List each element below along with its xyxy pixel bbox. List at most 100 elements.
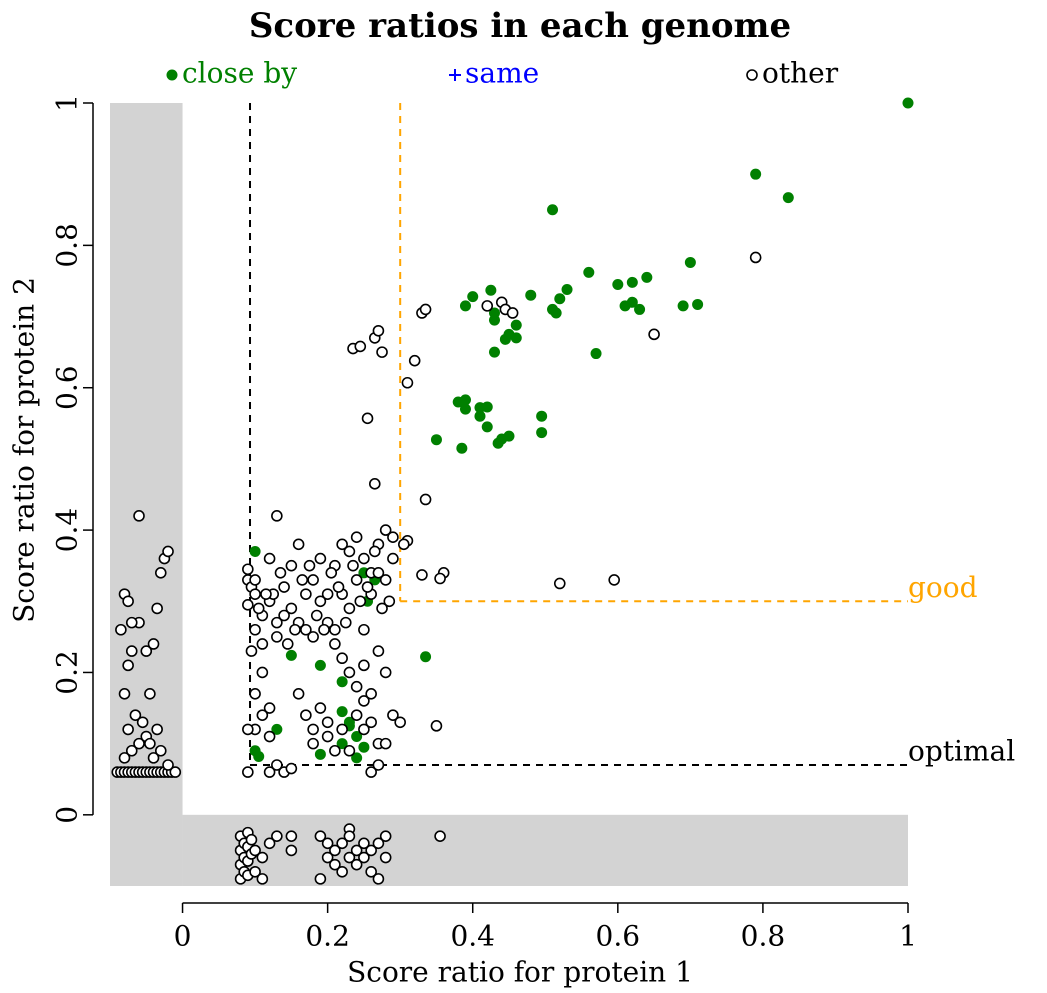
point bbox=[350, 531, 363, 544]
point bbox=[376, 602, 388, 615]
point bbox=[256, 666, 269, 679]
point bbox=[256, 873, 269, 885]
point bbox=[336, 538, 348, 551]
point bbox=[300, 709, 312, 721]
point bbox=[343, 716, 355, 728]
point bbox=[590, 348, 602, 360]
point bbox=[350, 574, 363, 586]
point bbox=[329, 744, 341, 757]
point bbox=[372, 837, 385, 850]
point bbox=[550, 307, 562, 319]
point bbox=[419, 303, 432, 316]
point bbox=[510, 319, 522, 331]
point bbox=[162, 545, 174, 558]
point bbox=[358, 695, 370, 707]
point bbox=[459, 394, 471, 406]
point bbox=[358, 552, 370, 565]
x-tick-label: 0.2 bbox=[305, 920, 350, 953]
point bbox=[321, 716, 334, 729]
point bbox=[249, 623, 261, 636]
point bbox=[336, 706, 348, 718]
point bbox=[485, 284, 497, 296]
point bbox=[274, 566, 287, 579]
point bbox=[314, 873, 327, 885]
point bbox=[321, 588, 334, 600]
point bbox=[641, 271, 653, 283]
point bbox=[292, 688, 305, 700]
point bbox=[332, 581, 345, 593]
x-tick-label: 0.4 bbox=[450, 920, 495, 953]
point bbox=[242, 599, 254, 611]
x-tick-label: 1 bbox=[899, 920, 917, 953]
point bbox=[343, 851, 356, 864]
point bbox=[488, 346, 500, 358]
point bbox=[310, 609, 323, 622]
point bbox=[387, 709, 399, 721]
point bbox=[499, 333, 511, 345]
point bbox=[365, 688, 377, 700]
point bbox=[343, 545, 356, 558]
point bbox=[365, 844, 377, 857]
point bbox=[307, 737, 319, 750]
point bbox=[133, 510, 145, 522]
point bbox=[285, 762, 298, 775]
point bbox=[249, 588, 261, 600]
y-tick-label: 0 bbox=[51, 806, 84, 824]
point bbox=[749, 251, 762, 264]
point bbox=[271, 723, 283, 735]
point bbox=[677, 300, 689, 312]
x-tick-label: 0.8 bbox=[741, 920, 786, 953]
point bbox=[525, 289, 537, 301]
point bbox=[782, 192, 794, 204]
point bbox=[318, 623, 330, 636]
point bbox=[271, 830, 283, 842]
point bbox=[336, 837, 348, 850]
point bbox=[430, 434, 442, 446]
y-tick-label: 0.8 bbox=[51, 223, 84, 268]
point bbox=[162, 759, 174, 771]
point bbox=[263, 702, 276, 714]
point bbox=[347, 559, 359, 572]
point bbox=[547, 204, 559, 216]
point bbox=[140, 645, 153, 657]
point bbox=[242, 766, 254, 778]
point bbox=[481, 421, 493, 433]
point bbox=[329, 844, 341, 857]
point bbox=[296, 574, 309, 586]
point bbox=[648, 328, 660, 341]
point bbox=[379, 830, 392, 842]
point bbox=[430, 720, 443, 732]
point bbox=[481, 401, 493, 413]
point bbox=[151, 723, 163, 736]
point bbox=[608, 574, 620, 586]
point bbox=[350, 709, 363, 721]
point bbox=[343, 602, 356, 615]
point bbox=[271, 631, 283, 643]
point bbox=[336, 865, 348, 878]
point bbox=[321, 730, 334, 743]
point bbox=[626, 276, 638, 288]
point bbox=[368, 478, 381, 490]
point bbox=[263, 730, 276, 743]
point bbox=[321, 837, 334, 850]
point bbox=[271, 616, 283, 629]
point bbox=[372, 645, 385, 657]
point bbox=[129, 709, 142, 721]
reference-label: optimal bbox=[908, 734, 1015, 767]
point bbox=[358, 741, 370, 753]
point bbox=[263, 837, 276, 850]
point bbox=[144, 737, 156, 750]
point bbox=[350, 680, 363, 693]
point bbox=[314, 595, 327, 608]
point bbox=[339, 616, 352, 629]
point bbox=[253, 750, 265, 762]
point bbox=[285, 649, 297, 661]
reference-label: good bbox=[908, 571, 978, 604]
point bbox=[456, 442, 468, 454]
point bbox=[398, 538, 410, 551]
point bbox=[249, 545, 261, 557]
point bbox=[358, 659, 370, 672]
point bbox=[361, 581, 374, 593]
point bbox=[488, 314, 500, 326]
point bbox=[354, 340, 367, 353]
